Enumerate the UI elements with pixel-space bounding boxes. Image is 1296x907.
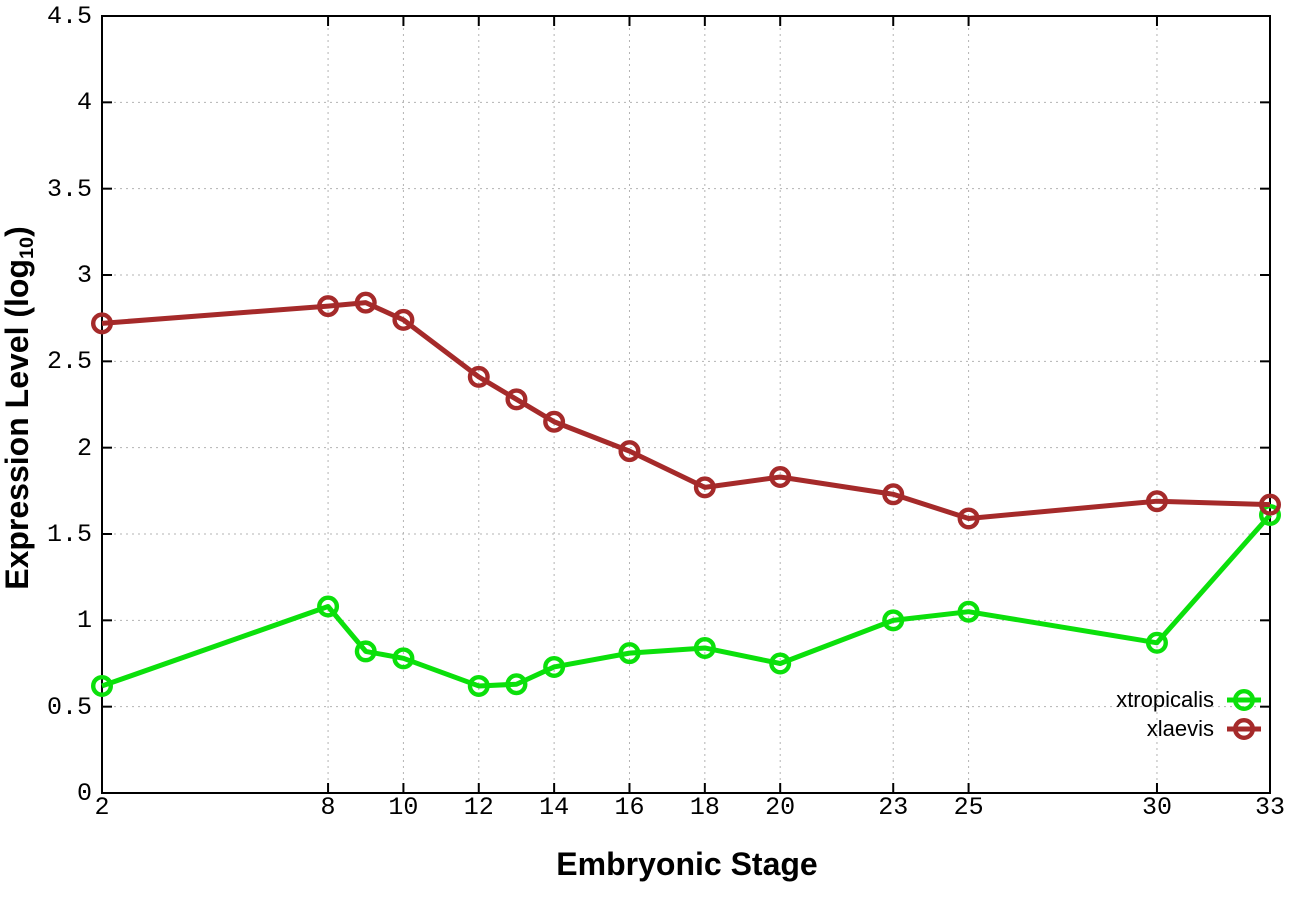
marker-xlaevis-point xyxy=(317,295,340,318)
marker-xtropicalis-point xyxy=(317,595,340,618)
series-line-xlaevis xyxy=(101,300,1271,521)
marker-xtropicalis-point xyxy=(467,674,490,697)
x-tick-label: 8 xyxy=(320,793,336,822)
marker-xtropicalis-point xyxy=(618,642,641,665)
marker-xtropicalis-point xyxy=(543,655,566,678)
y-tick-label: 4 xyxy=(76,88,92,118)
y-tick-label: 0.5 xyxy=(46,692,92,722)
y-tick-label: 2.5 xyxy=(46,347,92,377)
legend-label-xtropicalis: xtropicalis xyxy=(1116,687,1214,712)
x-axis-label: Embryonic Stage xyxy=(556,846,818,882)
x-tick-label: 30 xyxy=(1141,793,1172,822)
marker-xtropicalis-point xyxy=(354,640,377,663)
x-tick-label: 12 xyxy=(463,793,494,822)
marker-xtropicalis-point xyxy=(693,636,716,659)
y-tick-label: 0 xyxy=(76,779,92,808)
marker-xlaevis-point xyxy=(543,410,566,433)
x-tick-label: 23 xyxy=(878,793,909,822)
y-tick-label: 4.5 xyxy=(46,2,92,31)
marker-xlaevis-point xyxy=(882,483,905,506)
marker-xlaevis-point xyxy=(693,476,716,499)
x-tick-label: 10 xyxy=(388,793,419,822)
y-tick-label: 1 xyxy=(76,606,92,636)
legend-marker-xtropicalis xyxy=(1232,689,1255,712)
marker-xlaevis-point xyxy=(1258,493,1281,516)
marker-xlaevis-point xyxy=(392,308,415,331)
marker-xlaevis-point xyxy=(769,466,792,489)
x-tick-label: 25 xyxy=(953,793,984,822)
marker-xtropicalis-point xyxy=(769,652,792,675)
x-tick-label: 20 xyxy=(765,793,796,822)
y-tick-label: 3 xyxy=(76,261,92,290)
marker-xlaevis-point xyxy=(354,291,377,314)
x-tick-label: 2 xyxy=(94,793,110,822)
plot-border xyxy=(101,15,1271,794)
marker-xtropicalis-point xyxy=(1145,631,1168,654)
y-tick-label: 2 xyxy=(76,433,92,463)
marker-xtropicalis-point xyxy=(90,674,113,697)
marker-xlaevis-point xyxy=(505,388,528,411)
x-tick-label: 18 xyxy=(689,793,720,822)
marker-xlaevis-point xyxy=(467,365,490,388)
marker-xtropicalis-point xyxy=(1258,504,1281,527)
y-axis-label-subscript: 10 xyxy=(15,236,38,259)
marker-xlaevis-point xyxy=(957,507,980,530)
x-tick-label: 33 xyxy=(1254,793,1285,822)
x-tick-label: 16 xyxy=(614,793,645,822)
marker-xtropicalis-point xyxy=(882,609,905,632)
y-axis-label: Expression Level (log10) xyxy=(0,158,38,658)
marker-xlaevis-point xyxy=(1145,490,1168,513)
y-axis-label-text: Expression Level (log xyxy=(0,258,35,590)
y-tick-label: 1.5 xyxy=(46,520,92,549)
marker-xtropicalis-point xyxy=(392,647,415,670)
legend-marker-xlaevis xyxy=(1232,718,1255,741)
series-line-xtropicalis xyxy=(101,513,1272,689)
marker-xlaevis-point xyxy=(90,312,113,335)
y-tick-label: 3.5 xyxy=(46,174,92,204)
x-tick-label: 14 xyxy=(539,793,570,822)
y-axis-label-suffix: ) xyxy=(0,226,35,237)
legend-label-xlaevis: xlaevis xyxy=(1146,716,1214,741)
marker-xtropicalis-point xyxy=(957,600,980,623)
marker-xtropicalis-point xyxy=(505,673,528,696)
marker-xlaevis-point xyxy=(618,440,641,463)
